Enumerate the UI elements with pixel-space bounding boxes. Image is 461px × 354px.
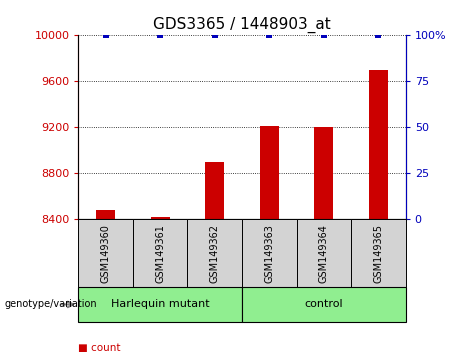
Text: GSM149360: GSM149360 — [100, 224, 111, 282]
Bar — [151, 217, 170, 219]
Text: GSM149362: GSM149362 — [210, 224, 220, 282]
Bar — [96, 210, 115, 219]
Text: genotype/variation: genotype/variation — [5, 299, 97, 309]
Text: ■ count: ■ count — [78, 343, 121, 353]
Title: GDS3365 / 1448903_at: GDS3365 / 1448903_at — [153, 16, 331, 33]
Bar — [369, 70, 388, 219]
Text: GSM149365: GSM149365 — [373, 224, 384, 282]
Bar — [78, 287, 242, 322]
Bar — [296, 219, 351, 287]
Point — [320, 33, 327, 38]
Bar — [188, 219, 242, 287]
Point — [211, 33, 219, 38]
Bar — [205, 162, 225, 219]
Text: control: control — [305, 299, 343, 309]
Point — [375, 33, 382, 38]
Bar — [133, 219, 188, 287]
Text: GSM149364: GSM149364 — [319, 224, 329, 282]
Bar — [351, 219, 406, 287]
Point — [157, 33, 164, 38]
Point — [102, 33, 109, 38]
Bar — [78, 219, 133, 287]
Point — [266, 33, 273, 38]
Text: GSM149361: GSM149361 — [155, 224, 165, 282]
Bar — [314, 127, 333, 219]
Text: Harlequin mutant: Harlequin mutant — [111, 299, 209, 309]
Bar — [260, 126, 279, 219]
Bar — [242, 219, 296, 287]
Text: GSM149363: GSM149363 — [264, 224, 274, 282]
Bar — [242, 287, 406, 322]
